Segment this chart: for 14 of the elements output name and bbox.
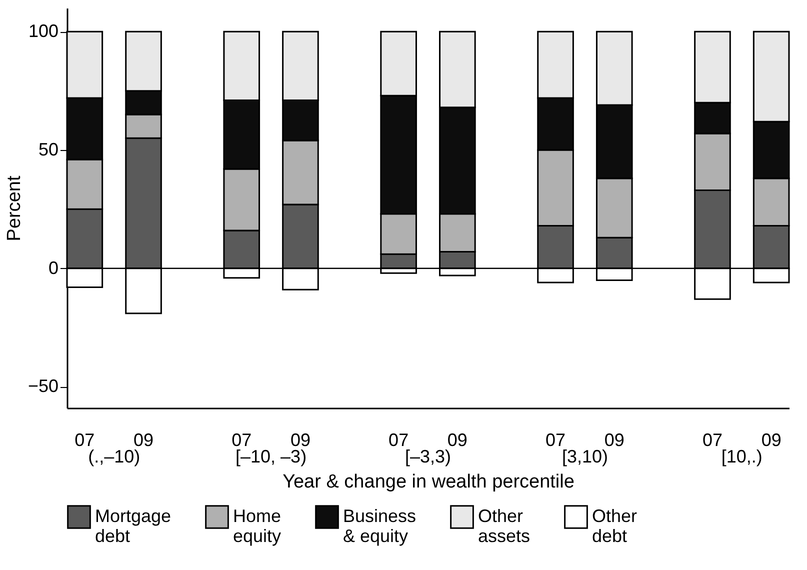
- legend-label: Other assets: [478, 506, 530, 546]
- text: [10,.): [721, 446, 762, 466]
- legend-label: Home equity: [233, 506, 282, 546]
- y-axis-title: Percent: [4, 175, 25, 242]
- y-tick-label: 0: [48, 258, 58, 278]
- legend-label: Business & equity: [343, 506, 416, 546]
- y-tick-label: −50: [28, 376, 58, 396]
- y-tick-label: 50: [38, 140, 58, 160]
- x-axis-title: Year & change in wealth percentile: [282, 472, 574, 492]
- legend-label: Other debt: [592, 506, 638, 546]
- y-tick-label: 100: [28, 21, 58, 42]
- x-tick-label: 09: [761, 430, 782, 450]
- x-tick-label: 07: [702, 430, 722, 450]
- legend-label: Mortgage debt: [95, 506, 172, 546]
